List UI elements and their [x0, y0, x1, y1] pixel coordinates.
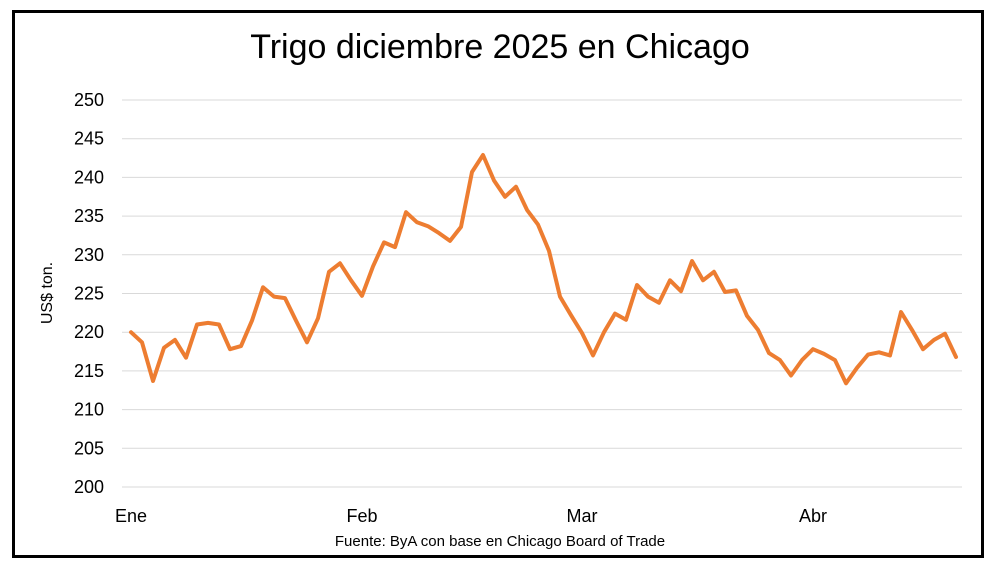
source-note: Fuente: ByA con base en Chicago Board of…	[334, 533, 666, 550]
x-tick-label: Abr	[799, 506, 827, 526]
y-tick-label: 245	[74, 129, 104, 149]
y-tick-label: 240	[74, 167, 104, 187]
y-tick-label: 230	[74, 245, 104, 265]
x-tick-label: Ene	[115, 506, 147, 526]
x-tick-labels: Ene Feb Mar Abr	[115, 506, 827, 526]
y-tick-label: 250	[74, 90, 104, 110]
y-axis-label: US$ ton.	[39, 262, 56, 324]
y-tick-label: 205	[74, 438, 104, 458]
y-tick-label: 210	[74, 400, 104, 420]
y-tick-label: 225	[74, 284, 104, 304]
x-tick-label: Feb	[346, 506, 377, 526]
y-tick-label: 220	[74, 322, 104, 342]
chart-title: Trigo diciembre 2025 en Chicago	[250, 28, 750, 66]
chart-frame	[12, 10, 984, 558]
y-tick-labels: 200 205 210 215 220 225 230 235 240 245 250	[74, 90, 104, 497]
x-tick-label: Mar	[567, 506, 598, 526]
series-line	[129, 153, 958, 386]
y-tick-label: 200	[74, 477, 104, 497]
y-tick-label: 215	[74, 361, 104, 381]
y-tick-label: 235	[74, 206, 104, 226]
gridlines	[122, 99, 962, 488]
